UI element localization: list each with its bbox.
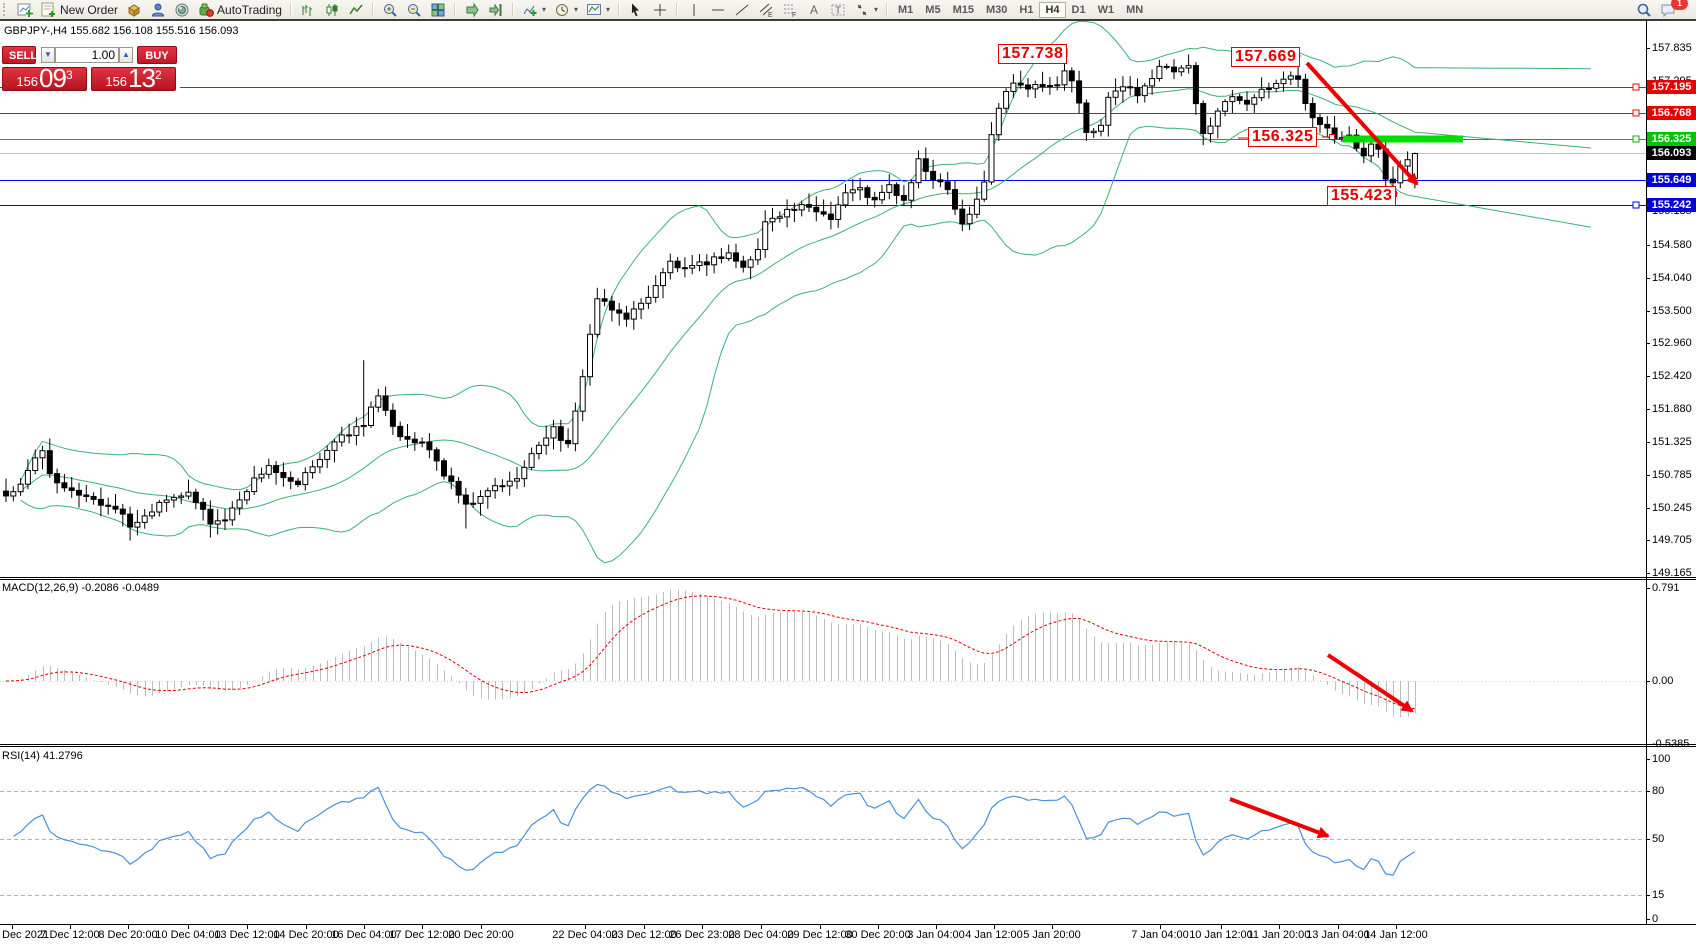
tile-windows-icon <box>430 2 446 18</box>
crosshair-tool-button[interactable] <box>648 0 672 19</box>
chat-button[interactable]: 1 <box>1656 0 1688 19</box>
text-tool[interactable]: A <box>802 0 826 19</box>
buy-button[interactable]: BUY <box>137 45 177 64</box>
new-order-label: New Order <box>60 2 119 17</box>
tab-w1[interactable]: W1 <box>1097 3 1115 16</box>
vertical-line-icon <box>686 2 702 18</box>
vertical-line-tool[interactable] <box>682 0 706 19</box>
lot-increase-button[interactable]: ▲ <box>119 46 133 63</box>
lot-size-input[interactable] <box>55 46 119 63</box>
tab-m15[interactable]: M15 <box>952 3 974 16</box>
svg-text:E: E <box>768 12 773 18</box>
tab-h4[interactable]: H4 <box>1039 1 1066 18</box>
tab-m30[interactable]: M30 <box>985 3 1008 16</box>
candlestick-chart-icon <box>324 2 340 18</box>
tile-windows-button[interactable] <box>426 0 450 19</box>
templates-icon <box>586 2 602 18</box>
toolbar: New Order AutoTrading ▾ ▾ ▾ E F A <box>0 0 1696 19</box>
new-chart-button[interactable] <box>13 0 37 19</box>
indicators-icon <box>522 2 538 18</box>
periods-caret-icon: ▾ <box>573 5 578 14</box>
crosshair-icon <box>652 2 668 18</box>
new-chart-icon <box>17 2 33 18</box>
svg-text:A: A <box>810 3 818 17</box>
periods-button[interactable]: ▾ <box>550 0 582 19</box>
toolbar-grip[interactable] <box>3 3 10 16</box>
chart-top-border <box>0 19 1696 21</box>
tab-mn[interactable]: MN <box>1126 3 1144 16</box>
publisher-icon <box>150 2 166 18</box>
indicators-caret-icon: ▾ <box>541 5 546 14</box>
indicators-button[interactable]: ▾ <box>518 0 550 19</box>
publisher-button[interactable] <box>146 0 170 19</box>
cursor-tool-button[interactable] <box>624 0 648 19</box>
buy-price-big-figure: 156 <box>105 74 128 89</box>
navigator-icon <box>174 2 190 18</box>
chart-shift-icon <box>488 2 504 18</box>
notification-badge: 1 <box>1671 0 1688 10</box>
sell-price-pips: 09 <box>39 63 67 93</box>
channel-icon: E <box>758 2 774 19</box>
macd-pane-label: MACD(12,26,9) -0.2086 -0.0489 <box>2 582 160 594</box>
search-button[interactable] <box>1632 0 1656 19</box>
auto-scroll-icon <box>464 1 480 18</box>
new-order-icon <box>41 2 57 18</box>
buy-price[interactable]: 156 13 2 <box>91 63 176 93</box>
svg-text:F: F <box>792 12 796 18</box>
sell-price-big-figure: 156 <box>16 74 39 89</box>
buy-price-pipette: 2 <box>154 68 162 82</box>
shapes-tool[interactable]: ▾ <box>850 0 882 19</box>
candlestick-mode-button[interactable] <box>320 0 344 19</box>
channel-tool[interactable]: E <box>754 0 778 19</box>
shapes-caret-icon: ▾ <box>874 5 879 14</box>
sell-price-pipette: 3 <box>65 68 73 82</box>
zoom-out-icon <box>406 2 422 18</box>
chart-shift-button[interactable] <box>484 0 508 19</box>
svg-text:T: T <box>835 5 841 16</box>
label-icon: T <box>830 2 846 18</box>
trendline-icon <box>734 2 750 18</box>
templates-button[interactable]: ▾ <box>582 0 614 19</box>
autotrading-icon <box>198 2 214 18</box>
zoom-in-button[interactable] <box>378 0 402 19</box>
fibonacci-icon: F <box>782 2 798 19</box>
new-order-button[interactable]: New Order <box>37 0 122 19</box>
fibonacci-tool[interactable]: F <box>778 0 802 19</box>
navigator-button[interactable] <box>170 0 194 19</box>
line-chart-mode-button[interactable] <box>344 0 368 19</box>
horizontal-line-icon <box>710 2 726 18</box>
tab-d1[interactable]: D1 <box>1071 3 1086 16</box>
periods-clock-icon <box>554 2 570 18</box>
bar-chart-mode-button[interactable] <box>296 0 320 19</box>
horizontal-line-tool[interactable] <box>706 0 730 19</box>
sell-button[interactable]: SELL <box>2 45 37 64</box>
tab-m1[interactable]: M1 <box>898 3 914 16</box>
sell-price[interactable]: 156 09 3 <box>2 63 87 93</box>
tab-m5[interactable]: M5 <box>925 3 941 16</box>
autotrading-button[interactable]: AutoTrading <box>194 0 286 19</box>
trendline-tool[interactable] <box>730 0 754 19</box>
line-chart-icon <box>348 2 364 18</box>
templates-caret-icon: ▾ <box>605 5 610 14</box>
text-icon: A <box>806 2 822 18</box>
shapes-icon <box>854 2 870 18</box>
search-icon <box>1636 2 1652 18</box>
buy-price-pips: 13 <box>128 63 156 93</box>
rsi-pane-label: RSI(14) 41.2796 <box>2 750 83 762</box>
tab-h1[interactable]: H1 <box>1019 3 1034 16</box>
metaeditor-icon <box>126 2 142 18</box>
symbol-header: GBPJPY-,H4 155.682 156.108 155.516 156.0… <box>4 25 239 37</box>
lot-decrease-button[interactable]: ▼ <box>41 46 55 63</box>
metaeditor-button[interactable] <box>122 0 146 19</box>
auto-scroll-button[interactable] <box>460 0 484 19</box>
cursor-icon <box>628 2 644 18</box>
label-tool[interactable]: T <box>826 0 850 19</box>
autotrading-label: AutoTrading <box>217 2 282 17</box>
zoom-out-button[interactable] <box>402 0 426 19</box>
bar-chart-icon <box>300 2 316 18</box>
zoom-in-icon <box>382 2 398 18</box>
